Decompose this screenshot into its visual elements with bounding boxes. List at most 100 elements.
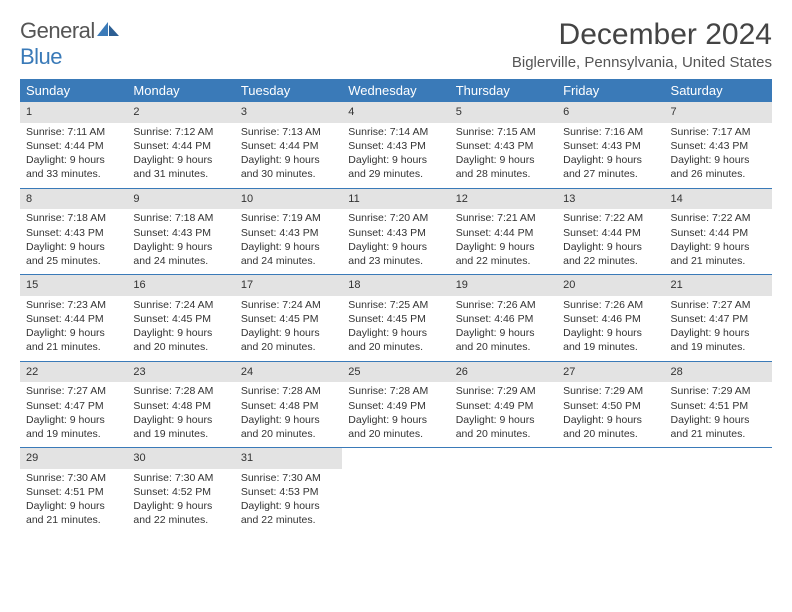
daylight-line2: and 20 minutes. [456,340,551,354]
calendar-day-cell: 17Sunrise: 7:24 AMSunset: 4:45 PMDayligh… [235,275,342,362]
day-body: Sunrise: 7:30 AMSunset: 4:52 PMDaylight:… [127,469,234,534]
sunrise-text: Sunrise: 7:13 AM [241,125,336,139]
sunset-text: Sunset: 4:43 PM [671,139,766,153]
daylight-line1: Daylight: 9 hours [563,240,658,254]
daylight-line2: and 21 minutes. [671,254,766,268]
calendar-week-row: 22Sunrise: 7:27 AMSunset: 4:47 PMDayligh… [20,361,772,448]
day-body: Sunrise: 7:20 AMSunset: 4:43 PMDaylight:… [342,209,449,274]
sunset-text: Sunset: 4:43 PM [241,226,336,240]
day-body: Sunrise: 7:22 AMSunset: 4:44 PMDaylight:… [665,209,772,274]
sunrise-text: Sunrise: 7:22 AM [671,211,766,225]
day-body: Sunrise: 7:25 AMSunset: 4:45 PMDaylight:… [342,296,449,361]
sunset-text: Sunset: 4:44 PM [26,139,121,153]
calendar-day-cell: 30Sunrise: 7:30 AMSunset: 4:52 PMDayligh… [127,448,234,534]
day-number: 7 [665,102,772,123]
sunset-text: Sunset: 4:47 PM [671,312,766,326]
daylight-line1: Daylight: 9 hours [563,326,658,340]
sunrise-text: Sunrise: 7:28 AM [133,384,228,398]
sunrise-text: Sunrise: 7:27 AM [671,298,766,312]
sunset-text: Sunset: 4:51 PM [671,399,766,413]
calendar-day-cell: 23Sunrise: 7:28 AMSunset: 4:48 PMDayligh… [127,361,234,448]
calendar-day-cell: 31Sunrise: 7:30 AMSunset: 4:53 PMDayligh… [235,448,342,534]
day-body: Sunrise: 7:24 AMSunset: 4:45 PMDaylight:… [127,296,234,361]
sunrise-text: Sunrise: 7:18 AM [26,211,121,225]
day-number: 18 [342,275,449,296]
sunrise-text: Sunrise: 7:24 AM [133,298,228,312]
sunrise-text: Sunrise: 7:29 AM [456,384,551,398]
sunset-text: Sunset: 4:43 PM [456,139,551,153]
daylight-line2: and 22 minutes. [563,254,658,268]
daylight-line2: and 26 minutes. [671,167,766,181]
daylight-line1: Daylight: 9 hours [348,413,443,427]
calendar-day-cell [342,448,449,534]
calendar-week-row: 8Sunrise: 7:18 AMSunset: 4:43 PMDaylight… [20,188,772,275]
day-body: Sunrise: 7:29 AMSunset: 4:50 PMDaylight:… [557,382,664,447]
sunset-text: Sunset: 4:47 PM [26,399,121,413]
calendar-day-cell: 21Sunrise: 7:27 AMSunset: 4:47 PMDayligh… [665,275,772,362]
sunset-text: Sunset: 4:46 PM [456,312,551,326]
day-body: Sunrise: 7:13 AMSunset: 4:44 PMDaylight:… [235,123,342,188]
day-body: Sunrise: 7:11 AMSunset: 4:44 PMDaylight:… [20,123,127,188]
daylight-line1: Daylight: 9 hours [26,240,121,254]
day-body: Sunrise: 7:26 AMSunset: 4:46 PMDaylight:… [557,296,664,361]
sunrise-text: Sunrise: 7:25 AM [348,298,443,312]
sunset-text: Sunset: 4:49 PM [456,399,551,413]
sunset-text: Sunset: 4:45 PM [241,312,336,326]
month-title: December 2024 [512,18,772,52]
sunrise-text: Sunrise: 7:23 AM [26,298,121,312]
daylight-line1: Daylight: 9 hours [133,240,228,254]
day-body: Sunrise: 7:29 AMSunset: 4:49 PMDaylight:… [450,382,557,447]
daylight-line1: Daylight: 9 hours [133,499,228,513]
daylight-line2: and 22 minutes. [241,513,336,527]
calendar-day-cell: 2Sunrise: 7:12 AMSunset: 4:44 PMDaylight… [127,102,234,188]
sunset-text: Sunset: 4:49 PM [348,399,443,413]
calendar-day-cell: 15Sunrise: 7:23 AMSunset: 4:44 PMDayligh… [20,275,127,362]
calendar-day-cell: 11Sunrise: 7:20 AMSunset: 4:43 PMDayligh… [342,188,449,275]
day-body: Sunrise: 7:27 AMSunset: 4:47 PMDaylight:… [665,296,772,361]
sunrise-text: Sunrise: 7:20 AM [348,211,443,225]
calendar-day-cell: 25Sunrise: 7:28 AMSunset: 4:49 PMDayligh… [342,361,449,448]
daylight-line1: Daylight: 9 hours [26,153,121,167]
weekday-header: Wednesday [342,79,449,102]
sunset-text: Sunset: 4:43 PM [26,226,121,240]
day-body: Sunrise: 7:18 AMSunset: 4:43 PMDaylight:… [20,209,127,274]
sunset-text: Sunset: 4:43 PM [348,226,443,240]
day-body: Sunrise: 7:28 AMSunset: 4:48 PMDaylight:… [235,382,342,447]
daylight-line1: Daylight: 9 hours [456,240,551,254]
daylight-line1: Daylight: 9 hours [133,326,228,340]
calendar-body: 1Sunrise: 7:11 AMSunset: 4:44 PMDaylight… [20,102,772,534]
logo-sail-icon [97,22,119,38]
daylight-line2: and 22 minutes. [133,513,228,527]
day-number: 6 [557,102,664,123]
sunrise-text: Sunrise: 7:18 AM [133,211,228,225]
logo-text-general: General [20,18,95,43]
daylight-line2: and 24 minutes. [241,254,336,268]
daylight-line2: and 20 minutes. [348,340,443,354]
calendar-day-cell: 24Sunrise: 7:28 AMSunset: 4:48 PMDayligh… [235,361,342,448]
daylight-line1: Daylight: 9 hours [241,326,336,340]
calendar-day-cell: 16Sunrise: 7:24 AMSunset: 4:45 PMDayligh… [127,275,234,362]
sunrise-text: Sunrise: 7:17 AM [671,125,766,139]
sunset-text: Sunset: 4:51 PM [26,485,121,499]
header: General Blue December 2024 Biglerville, … [20,18,772,71]
sunset-text: Sunset: 4:44 PM [26,312,121,326]
day-body: Sunrise: 7:30 AMSunset: 4:51 PMDaylight:… [20,469,127,534]
day-number: 10 [235,189,342,210]
day-number: 25 [342,362,449,383]
calendar-day-cell: 14Sunrise: 7:22 AMSunset: 4:44 PMDayligh… [665,188,772,275]
calendar-day-cell: 22Sunrise: 7:27 AMSunset: 4:47 PMDayligh… [20,361,127,448]
daylight-line2: and 19 minutes. [671,340,766,354]
calendar-day-cell: 5Sunrise: 7:15 AMSunset: 4:43 PMDaylight… [450,102,557,188]
daylight-line1: Daylight: 9 hours [671,413,766,427]
day-number: 11 [342,189,449,210]
day-number: 26 [450,362,557,383]
daylight-line2: and 20 minutes. [241,340,336,354]
day-number: 2 [127,102,234,123]
daylight-line2: and 27 minutes. [563,167,658,181]
day-number: 17 [235,275,342,296]
day-number: 22 [20,362,127,383]
day-number: 8 [20,189,127,210]
daylight-line1: Daylight: 9 hours [348,240,443,254]
weekday-header: Saturday [665,79,772,102]
daylight-line2: and 20 minutes. [456,427,551,441]
